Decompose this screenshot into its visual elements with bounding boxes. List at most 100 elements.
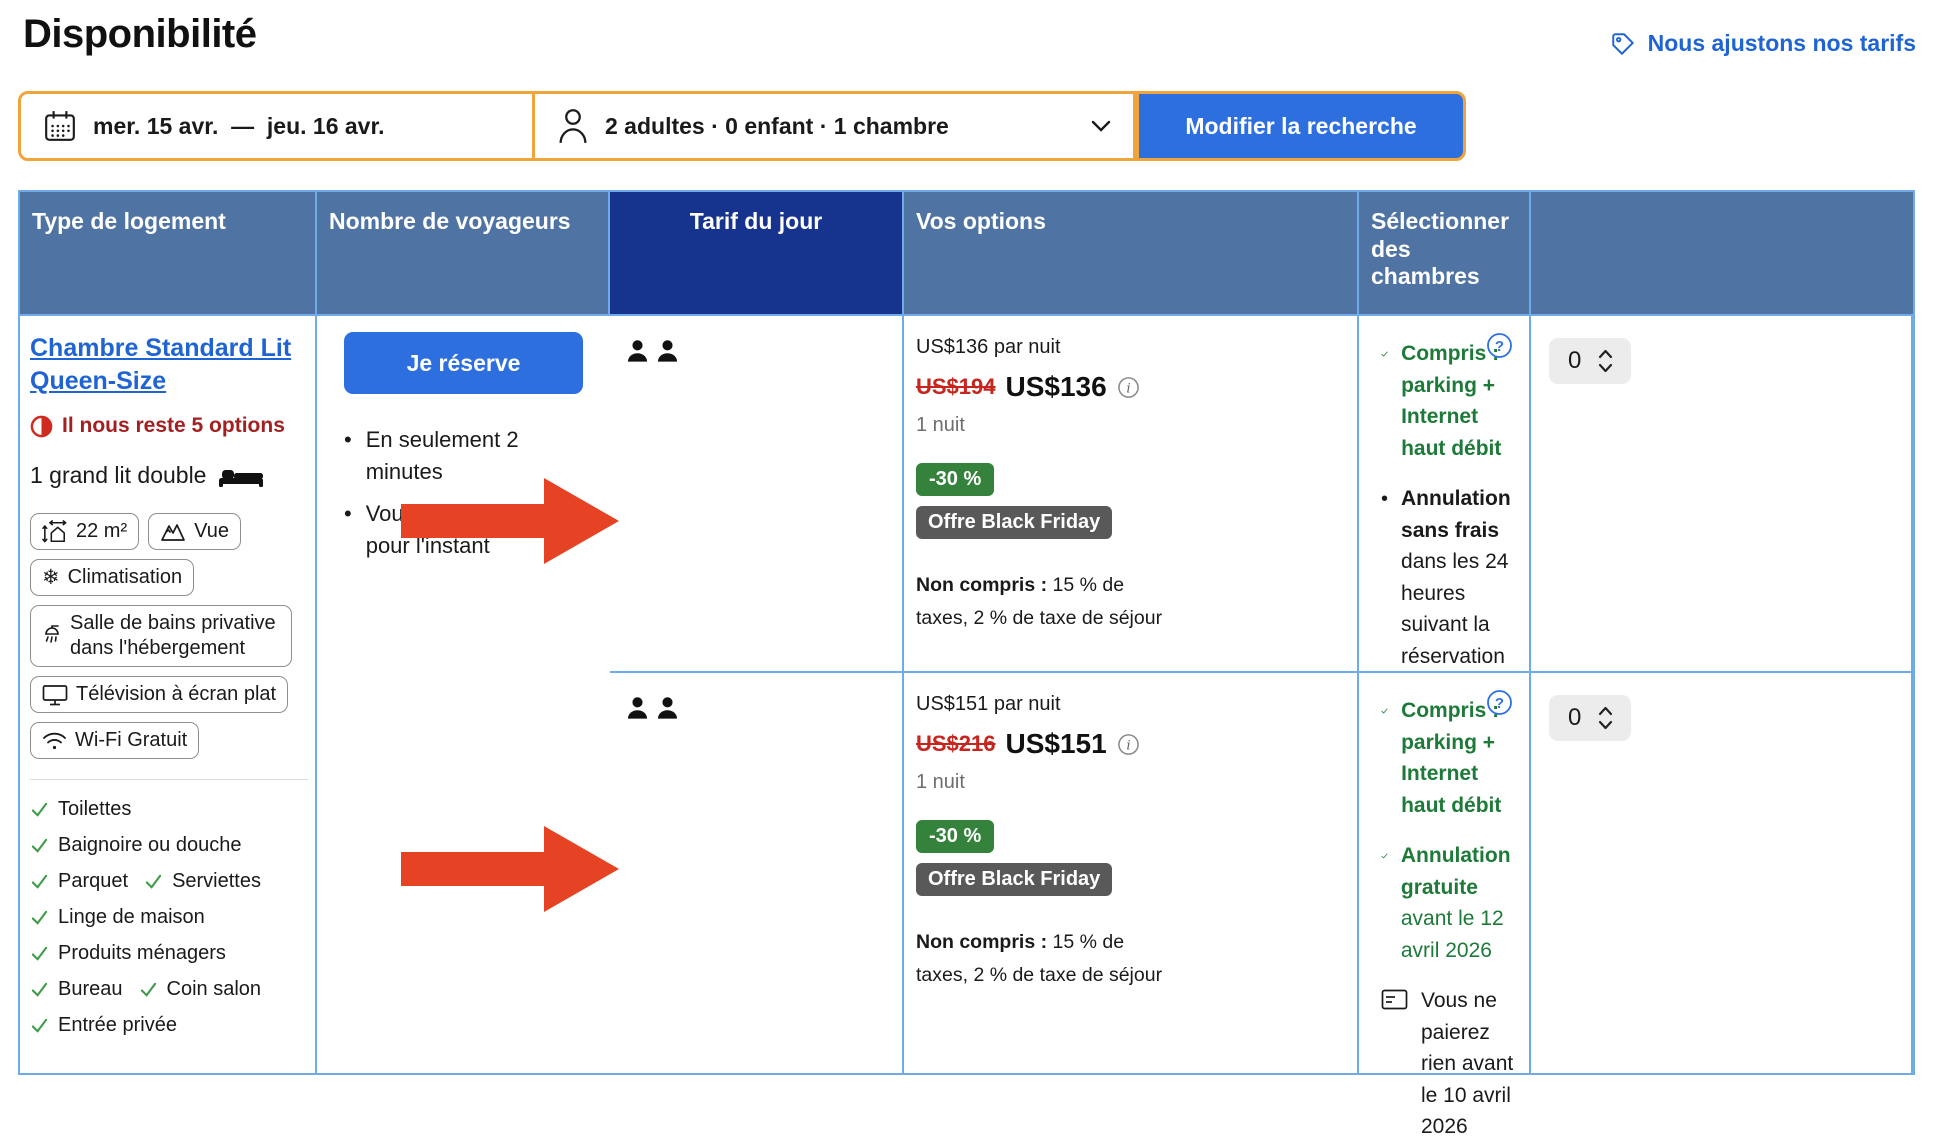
- price-info-icon[interactable]: i: [1117, 733, 1140, 756]
- room-type-cell: Chambre Standard Lit Queen-Size Il nous …: [20, 316, 317, 1073]
- annotation-arrow-icon: [401, 825, 619, 913]
- options-cell: ? Compris : parking + Internet haut débi…: [1359, 673, 1531, 1138]
- reserve-cell: Je réserve • En seulement 2 minutes • Vous…: [317, 316, 610, 1073]
- bed-info: 1 grand lit double: [30, 462, 303, 489]
- facility-bathroom-label: Salle de bains privative dans l'hébergem…: [70, 612, 276, 659]
- amenity-item: Entrée privée: [30, 1014, 177, 1037]
- facility-tv-label: Télévision à écran plat: [76, 683, 277, 705]
- urgency-message: Il nous reste 5 options: [30, 414, 303, 438]
- modify-search-button[interactable]: Modifier la recherche: [1136, 91, 1466, 161]
- amenity-item: Parquet: [30, 870, 128, 893]
- amenity-item: Coin salon: [139, 978, 261, 1001]
- header-room-type: Type de logement: [20, 192, 317, 316]
- cancellation-line: • Annulation sans frais dans les 24 heur…: [1381, 483, 1515, 672]
- room-quantity-select[interactable]: 0: [1549, 695, 1631, 741]
- header-spacer: [1531, 192, 1913, 316]
- excluded-charges: Non compris : 15 % de taxes, 2 % de taxe…: [916, 574, 1163, 630]
- svg-text:i: i: [1126, 381, 1130, 396]
- room-quantity-value: 0: [1568, 704, 1582, 731]
- current-price: US$151: [1005, 728, 1107, 759]
- rates-adjust-link[interactable]: Nous ajustons nos tarifs: [1610, 30, 1916, 57]
- rates-adjust-label: Nous ajustons nos tarifs: [1647, 30, 1916, 56]
- facility-tv-pill: Télévision à écran plat: [30, 676, 289, 713]
- help-icon[interactable]: ?: [1486, 332, 1513, 359]
- select-rooms-cell: 0: [1531, 316, 1913, 673]
- header-select-rooms: Sélectionner des chambres: [1359, 192, 1531, 316]
- cancellation-line: Annulation gratuite avant le 12 avril 20…: [1381, 840, 1515, 966]
- occupancy-value: 2 adultes · 0 enfant · 1 chambre: [605, 112, 949, 139]
- included-line: Compris : parking + Internet haut débit: [1381, 338, 1515, 464]
- dates-field[interactable]: mer. 15 avr. — jeu. 16 avr.: [18, 91, 535, 161]
- facility-ac-label: Climatisation: [67, 566, 183, 588]
- tv-icon: [42, 684, 68, 706]
- guests-cell: [610, 673, 904, 1073]
- included-line: Compris : parking + Internet haut débit: [1381, 695, 1515, 821]
- room-quantity-value: 0: [1568, 347, 1582, 374]
- discount-badge: -30 %: [916, 820, 995, 853]
- current-price: US$136: [1005, 371, 1107, 402]
- bullet-icon: •: [344, 500, 352, 526]
- room-name-link[interactable]: Chambre Standard Lit Queen-Size: [30, 334, 292, 395]
- payment-line: Vous ne paierez rien avant le 10 avril 2…: [1381, 985, 1515, 1143]
- guest-icon: [654, 338, 681, 671]
- shower-icon: [42, 624, 62, 648]
- urgency-label: Il nous reste 5 options: [62, 414, 285, 437]
- facility-size-pill: 22 m²: [30, 513, 140, 550]
- per-night-price: US$136 par nuit: [916, 336, 1061, 358]
- amenity-item: Produits ménagers: [30, 942, 226, 965]
- rate-cell: US$136 par nuit US$194 US$136 i 1 nuit -…: [904, 316, 1359, 673]
- bullet-icon: •: [1381, 488, 1389, 510]
- chevron-down-icon: [1091, 120, 1111, 132]
- facility-size-label: 22 m²: [76, 520, 128, 542]
- svg-text:i: i: [1126, 738, 1130, 753]
- select-rooms-cell: 0: [1531, 673, 1913, 1073]
- facility-view-pill: Vue: [148, 513, 241, 550]
- per-night-price: US$151 par nuit: [916, 693, 1061, 715]
- calendar-icon: [43, 109, 77, 143]
- amenity-item: Baignoire ou douche: [30, 834, 241, 857]
- reserve-button[interactable]: Je réserve: [344, 332, 583, 394]
- facility-ac-pill: ❄ Climatisation: [30, 559, 195, 596]
- amenities-divider: [30, 779, 308, 780]
- discount-badge: -30 %: [916, 463, 995, 496]
- room-quantity-select[interactable]: 0: [1549, 338, 1631, 384]
- amenity-item: Toilettes: [30, 798, 131, 821]
- facility-wifi-label: Wi-Fi Gratuit: [75, 729, 188, 751]
- header-options: Vos options: [904, 192, 1359, 316]
- deal-badge: Offre Black Friday: [916, 863, 1113, 896]
- guest-icon: [654, 695, 681, 1073]
- old-price: US$194: [916, 374, 996, 399]
- old-price: US$216: [916, 731, 996, 756]
- occupancy-field[interactable]: 2 adultes · 0 enfant · 1 chambre: [535, 91, 1136, 161]
- availability-page: Disponibilité Nous ajustons nos tarifs: [18, 12, 1916, 1138]
- person-icon: [557, 108, 589, 144]
- facility-pills: 22 m² Vue ❄ Climatisation: [30, 513, 308, 759]
- annotation-arrow-icon: [401, 477, 619, 565]
- price-info-icon[interactable]: i: [1117, 376, 1140, 399]
- excluded-charges: Non compris : 15 % de taxes, 2 % de taxe…: [916, 931, 1163, 987]
- guest-icon: [624, 338, 651, 671]
- stepper-arrows-icon: [1599, 349, 1613, 373]
- help-icon[interactable]: ?: [1486, 689, 1513, 716]
- bed-icon: [218, 465, 264, 487]
- deal-badge: Offre Black Friday: [916, 506, 1113, 539]
- amenities-list: Toilettes Baignoire ou douche Parquet Se…: [30, 798, 312, 1037]
- header-guests: Nombre de voyageurs: [317, 192, 610, 316]
- svg-text:?: ?: [1495, 338, 1504, 355]
- wifi-icon: [42, 731, 67, 751]
- rate-cell: US$151 par nuit US$216 US$151 i 1 nuit -…: [904, 673, 1359, 1073]
- facility-bathroom-pill: Salle de bains privative dans l'hébergem…: [30, 605, 292, 667]
- options-cell: ? Compris : parking + Internet haut débi…: [1359, 316, 1531, 750]
- stepper-arrows-icon: [1599, 706, 1613, 730]
- guest-icon: [624, 695, 651, 1073]
- room-size-icon: [42, 519, 68, 544]
- bullet-icon: •: [344, 427, 352, 452]
- facility-view-label: Vue: [194, 520, 229, 542]
- price-tag-icon: [1610, 31, 1636, 57]
- header-rate: Tarif du jour: [610, 192, 904, 316]
- mountain-view-icon: [160, 521, 186, 542]
- facility-wifi-pill: Wi-Fi Gratuit: [30, 722, 200, 759]
- page-title: Disponibilité: [23, 12, 257, 56]
- bed-label: 1 grand lit double: [30, 462, 207, 488]
- search-bar: mer. 15 avr. — jeu. 16 avr. 2 adultes · …: [18, 91, 1466, 161]
